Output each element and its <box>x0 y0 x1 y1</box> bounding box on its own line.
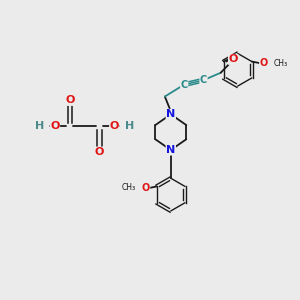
Text: O: O <box>50 121 60 131</box>
Text: CH₃: CH₃ <box>122 183 136 192</box>
Text: N: N <box>166 145 176 155</box>
Text: N: N <box>166 109 176 119</box>
Text: O: O <box>229 54 238 64</box>
Text: O: O <box>95 147 104 157</box>
Text: H: H <box>125 121 134 131</box>
Text: O: O <box>110 121 119 131</box>
Text: C: C <box>181 80 188 90</box>
Text: O: O <box>142 183 150 193</box>
Text: C: C <box>200 75 207 85</box>
Text: CH₃: CH₃ <box>274 58 288 68</box>
Text: O: O <box>65 95 74 105</box>
Text: O: O <box>260 58 268 68</box>
Text: H: H <box>35 121 44 131</box>
